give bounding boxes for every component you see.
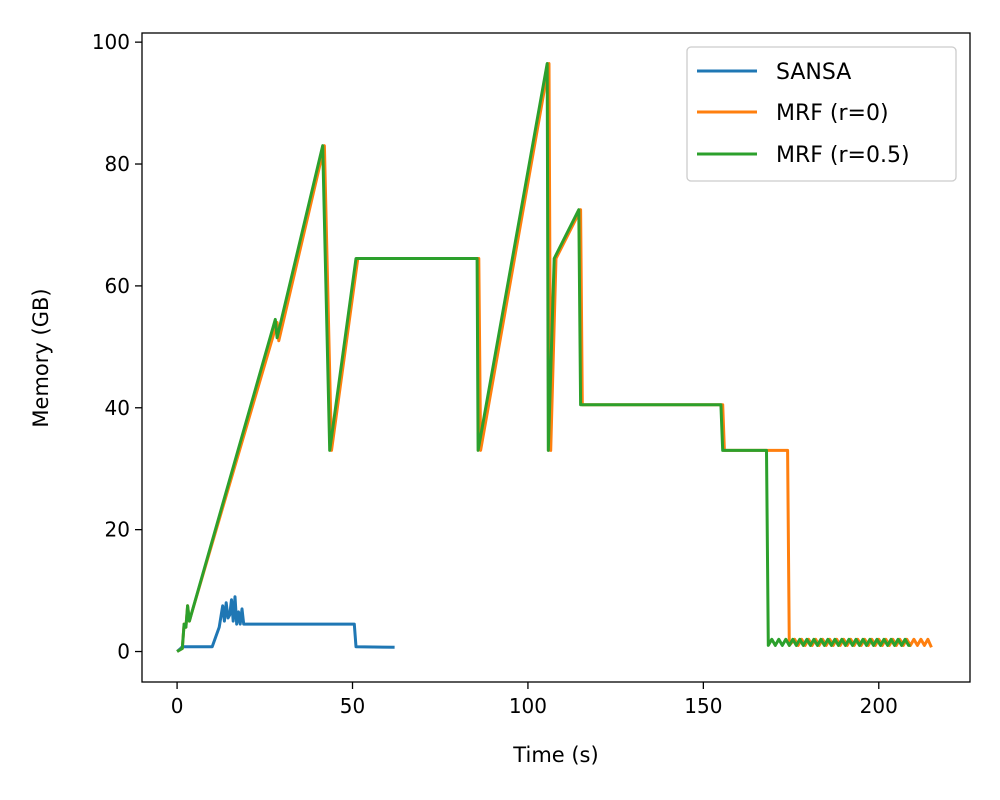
x-axis-label: Time (s) (512, 743, 598, 767)
x-tick-label: 150 (684, 694, 722, 718)
legend-box (686, 46, 957, 182)
legend-label-mrf-r0: MRF (r=0) (776, 101, 889, 126)
y-tick-label: 60 (105, 274, 130, 298)
plot-frame (141, 32, 971, 683)
series-line-mrf-r-0-5 (176, 62, 911, 653)
y-tick-label: 80 (105, 152, 130, 176)
legend-label-sansa: SANSA (776, 60, 851, 85)
y-tick-label: 20 (105, 518, 130, 542)
series-line-sansa (176, 595, 395, 653)
axis-ticks: 0 50 100 150 200 0 20 40 60 80 100 (92, 30, 898, 718)
legend-label-mrf-r05: MRF (r=0.5) (776, 143, 910, 168)
legend: SANSA MRF (r=0) MRF (r=0.5) (686, 46, 957, 182)
x-tick-label: 0 (171, 694, 184, 718)
y-tick-label: 40 (105, 396, 130, 420)
x-tick-label: 200 (860, 694, 898, 718)
x-tick-label: 50 (340, 694, 365, 718)
x-tick-label: 100 (509, 694, 547, 718)
y-tick-label: 0 (117, 640, 130, 664)
y-axis-label: Memory (GB) (29, 288, 53, 427)
y-tick-label: 100 (92, 30, 130, 54)
series-lines (176, 62, 933, 653)
